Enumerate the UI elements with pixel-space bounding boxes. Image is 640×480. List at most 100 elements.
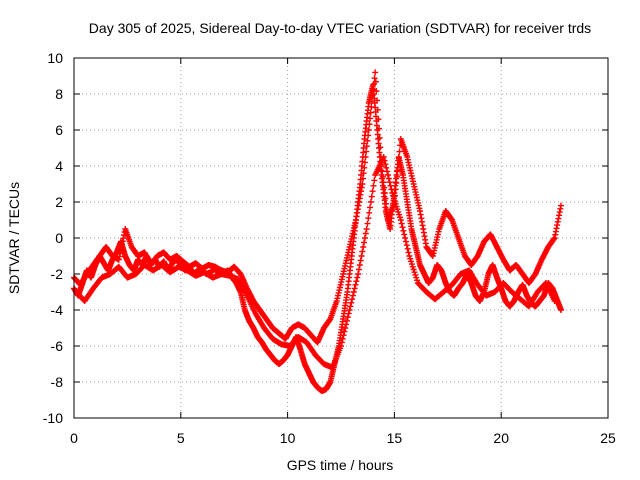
data-point-marker [371, 75, 378, 82]
data-point-marker [355, 266, 362, 273]
data-points [71, 69, 565, 394]
series-trace-c [73, 154, 558, 371]
data-point-marker [395, 154, 402, 161]
data-point-marker [370, 182, 377, 189]
data-point-marker [374, 97, 381, 104]
data-point-marker [356, 262, 363, 268]
data-point-marker [368, 103, 375, 110]
data-point-marker [551, 298, 558, 304]
y-tick-label: -8 [51, 374, 64, 390]
data-point-marker [401, 231, 408, 238]
data-point-marker [361, 235, 368, 241]
data-point-marker [384, 172, 391, 178]
data-point-marker [366, 209, 373, 216]
data-point-marker [397, 217, 404, 223]
data-point-marker [380, 179, 387, 186]
data-point-marker [339, 335, 346, 342]
data-point-marker [404, 245, 411, 252]
data-point-marker [342, 325, 349, 331]
data-point-marker [348, 299, 355, 306]
data-point-marker [385, 175, 392, 182]
data-point-marker [400, 227, 407, 234]
data-point-marker [376, 125, 383, 132]
data-point-marker [383, 206, 390, 213]
data-point-marker [377, 144, 384, 151]
series-trace-a [71, 82, 565, 394]
data-point-marker [358, 253, 365, 259]
data-point-marker [382, 195, 389, 202]
data-point-marker [386, 179, 393, 186]
data-point-marker [366, 121, 373, 128]
data-point-marker [355, 271, 362, 277]
data-point-marker [394, 167, 401, 174]
x-tick-label: 0 [70, 430, 78, 446]
data-point-marker [351, 285, 358, 292]
data-point-marker [354, 274, 361, 281]
data-point-marker [357, 257, 364, 264]
data-point-marker [375, 116, 382, 123]
data-point-marker [381, 157, 388, 164]
data-point-marker [353, 278, 360, 285]
data-point-marker [338, 339, 345, 346]
data-point-marker [364, 220, 371, 227]
data-point-marker [383, 164, 390, 171]
data-point-marker [379, 173, 386, 180]
data-point-marker [393, 173, 400, 180]
data-point-marker [373, 88, 380, 95]
x-tick-label: 25 [600, 430, 616, 446]
x-tick-label: 20 [493, 430, 509, 446]
data-point-marker [365, 127, 372, 133]
data-point-marker [360, 175, 367, 182]
data-point-marker [343, 317, 350, 324]
data-point-marker [381, 184, 388, 191]
data-point-marker [347, 303, 354, 310]
data-point-marker [402, 238, 409, 245]
data-point-marker [402, 235, 409, 241]
data-point-marker [360, 244, 367, 250]
data-point-marker [380, 154, 387, 160]
data-point-marker [382, 161, 389, 168]
data-point-marker [387, 182, 394, 189]
y-tick-label: 2 [55, 194, 63, 210]
data-point-marker [395, 208, 402, 215]
data-point-marker [396, 148, 403, 155]
data-point-marker [338, 343, 344, 349]
data-point-marker [350, 289, 357, 295]
data-point-marker [361, 239, 368, 246]
data-point-marker [405, 249, 412, 256]
axis-ticks [73, 57, 609, 419]
x-tick-label: 15 [387, 430, 403, 446]
data-point-marker [345, 310, 352, 317]
data-point-marker [367, 199, 374, 205]
y-tick-label: 10 [47, 50, 63, 66]
data-point-marker [360, 170, 367, 177]
data-point-marker [403, 242, 410, 249]
data-point-marker [367, 204, 374, 211]
data-point-marker [359, 248, 366, 255]
y-tick-label: 0 [55, 230, 63, 246]
y-tick-label: 8 [55, 86, 63, 102]
data-point-marker [365, 215, 372, 222]
y-tick-label: -2 [51, 266, 64, 282]
data-point-marker [558, 307, 565, 313]
data-point-marker [344, 314, 351, 321]
data-point-marker [361, 164, 368, 171]
data-point-marker [398, 220, 405, 227]
data-point-marker [359, 181, 366, 187]
data-point-marker [361, 159, 368, 166]
data-point-marker [368, 98, 375, 105]
data-point-marker [369, 188, 376, 195]
data-point-marker [343, 321, 350, 328]
data-point-marker [383, 200, 390, 207]
y-axis-label: SDTVAR / TECUs [6, 182, 22, 294]
data-point-marker [370, 86, 377, 93]
data-point-marker [390, 195, 397, 202]
data-point-marker [368, 193, 375, 200]
series-trace-b [71, 69, 565, 346]
data-point-marker [558, 202, 565, 209]
tick-labels: 0 5 10 15 20 25 -10 -8 -6 -4 -2 0 2 4 6 8 10 [43, 50, 616, 446]
data-point-marker [340, 332, 347, 339]
data-point-marker [372, 69, 379, 76]
data-point-marker [349, 292, 356, 299]
